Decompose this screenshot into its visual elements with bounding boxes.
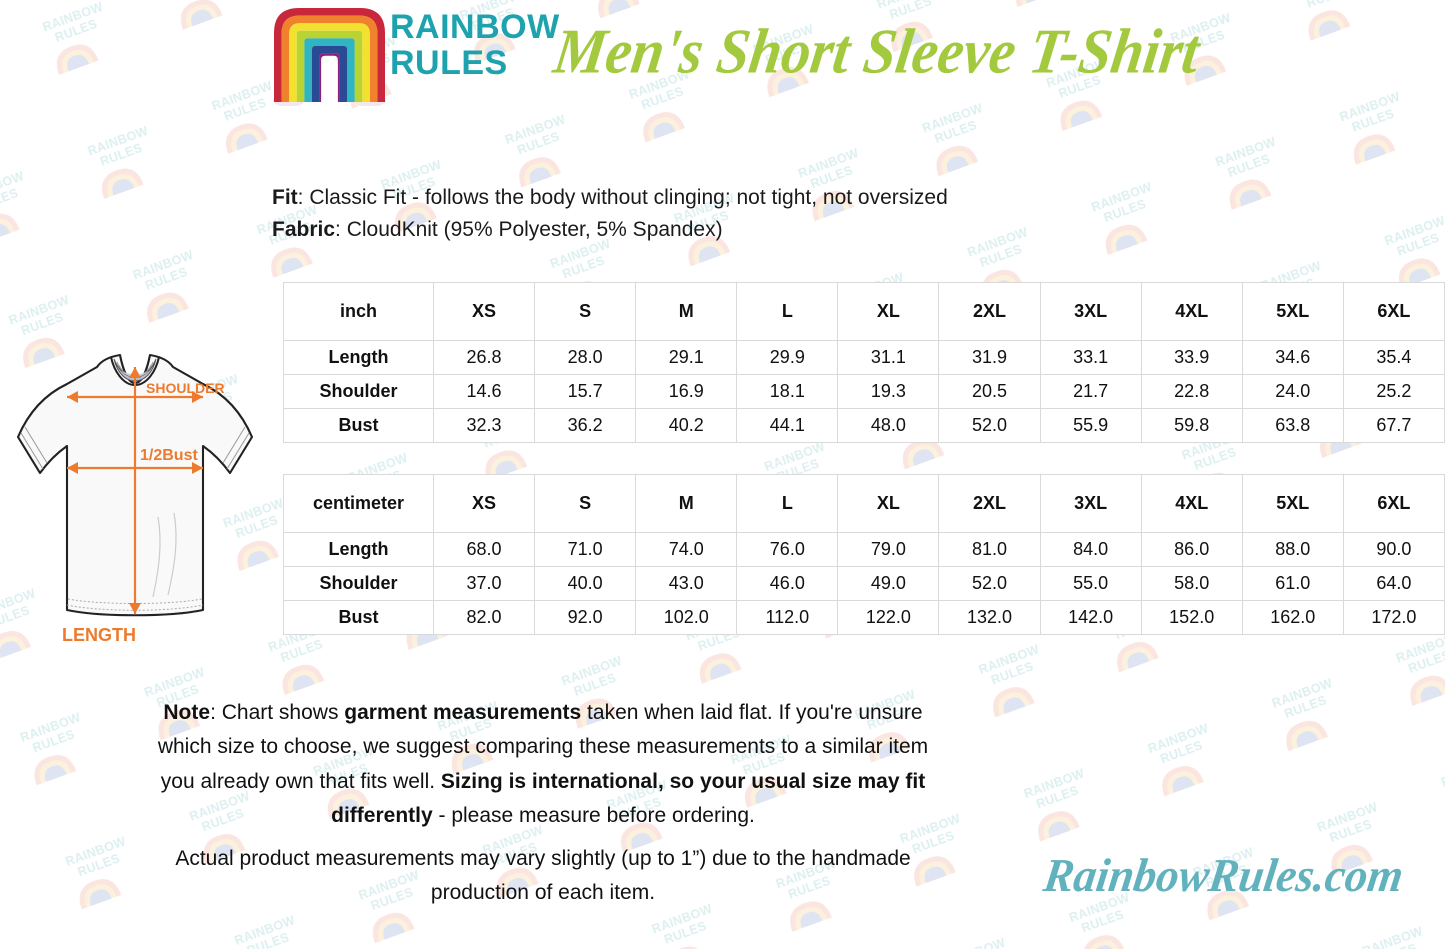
- svg-text:1/2Bust: 1/2Bust: [140, 447, 198, 464]
- svg-text:SHOULDER: SHOULDER: [146, 380, 225, 396]
- svg-text:LENGTH: LENGTH: [62, 625, 136, 645]
